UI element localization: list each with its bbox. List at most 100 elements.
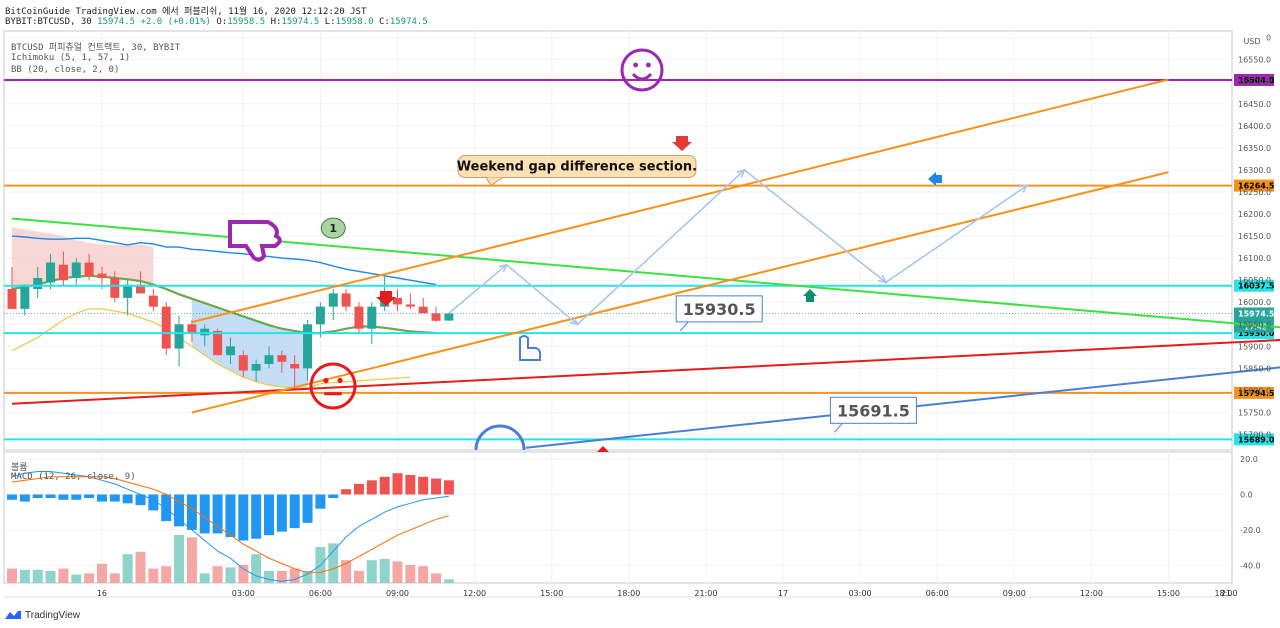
- gap-callout-box[interactable]: [457, 155, 697, 179]
- candle[interactable]: [225, 337, 235, 364]
- candle[interactable]: [20, 284, 30, 316]
- legend-bb[interactable]: BB (20, close, 2, 0): [11, 65, 120, 75]
- last-price-label: 15974.5: [1238, 309, 1275, 318]
- macd-histogram-bar: [328, 494, 339, 499]
- projection-path[interactable]: [448, 168, 1028, 326]
- price-callout-box[interactable]: [675, 295, 763, 323]
- volume-bar: [186, 537, 197, 583]
- projection-arrowhead: [498, 263, 509, 273]
- candle[interactable]: [200, 324, 210, 347]
- candle-body: [251, 363, 261, 371]
- level-price-label: 16037.5: [1238, 282, 1275, 291]
- candle[interactable]: [393, 289, 402, 312]
- badge-one-text: 1: [329, 222, 337, 235]
- level-price-label: 15689.0: [1238, 435, 1275, 444]
- candle[interactable]: [148, 289, 158, 312]
- last-price-tag: [1234, 307, 1274, 333]
- candle[interactable]: [341, 289, 351, 312]
- level-price-label: 15794.5: [1238, 389, 1275, 398]
- candle[interactable]: [187, 319, 197, 342]
- candle[interactable]: [84, 253, 94, 281]
- macd-y-tick-label: -40.0: [1240, 561, 1261, 570]
- candle[interactable]: [277, 350, 287, 373]
- candle[interactable]: [251, 359, 261, 382]
- volume-bar: [302, 570, 313, 583]
- macd-histogram-bar: [238, 494, 249, 541]
- neutral-face-icon[interactable]: [309, 362, 357, 410]
- trend-line[interactable]: [191, 78, 1169, 324]
- candle[interactable]: [315, 302, 325, 338]
- candle[interactable]: [58, 251, 68, 285]
- volume-bar: [96, 563, 107, 583]
- macd-histogram-bar: [71, 494, 82, 500]
- candle[interactable]: [431, 306, 441, 323]
- open-value: 15958.5: [227, 17, 266, 27]
- candle[interactable]: [328, 289, 338, 320]
- thumbs-down-icon[interactable]: [228, 220, 282, 262]
- hand-pointer-shape: [519, 335, 542, 361]
- smiley-icon[interactable]: [620, 48, 664, 92]
- candle[interactable]: [161, 302, 171, 356]
- candle-body: [444, 313, 454, 321]
- candle[interactable]: [303, 319, 313, 382]
- candle[interactable]: [33, 266, 43, 298]
- high-value: 15974.5: [281, 17, 320, 27]
- candle[interactable]: [46, 253, 56, 290]
- price-callout-box[interactable]: [829, 396, 917, 424]
- y-tick-label: 15800.0: [1238, 386, 1271, 395]
- gap-callout-text: Weekend gap difference section.: [457, 160, 697, 175]
- candle-body: [33, 277, 43, 290]
- tradingview-logo[interactable]: TradingView: [4, 609, 80, 621]
- volume-bar: [109, 573, 120, 583]
- candle[interactable]: [136, 271, 145, 294]
- candle[interactable]: [7, 266, 17, 309]
- y-tick-label: 16000.0: [1238, 298, 1271, 307]
- candle-body: [200, 328, 210, 336]
- trend-line[interactable]: [525, 357, 1280, 449]
- macd-histogram-bar: [302, 494, 313, 523]
- candle[interactable]: [354, 302, 364, 334]
- y-tick-label: 16350.0: [1238, 144, 1271, 153]
- badge-one[interactable]: [320, 217, 346, 239]
- red-down-arrow-icon: [376, 291, 396, 306]
- legend-ichimoku[interactable]: Ichimoku (5, 1, 57, 1): [11, 53, 131, 63]
- volume-bar: [19, 569, 30, 583]
- y-tick-label: 16300.0: [1238, 166, 1271, 175]
- x-tick-label: 21:00: [694, 589, 717, 598]
- candle[interactable]: [405, 293, 415, 309]
- trend-line[interactable]: [11, 335, 1280, 405]
- trend-line[interactable]: [191, 171, 1169, 414]
- candle[interactable]: [264, 346, 274, 369]
- bb-cloud-blue: [191, 298, 308, 389]
- candle[interactable]: [444, 313, 454, 321]
- candle[interactable]: [71, 258, 81, 285]
- volume-bar: [135, 551, 146, 583]
- x-tick-label: 18:00: [1214, 589, 1237, 598]
- last-price: 15974.5: [97, 17, 136, 27]
- smiley-icon-eye: [633, 62, 638, 68]
- x-tick-label: 12:00: [463, 589, 486, 598]
- legend-macd[interactable]: MACD (12, 26, close, 9): [11, 472, 136, 482]
- hand-pointer-icon[interactable]: [519, 335, 542, 361]
- candle[interactable]: [110, 271, 120, 303]
- macd-signal-line: [11, 476, 450, 573]
- legend-volume[interactable]: 볼륨: [11, 463, 28, 473]
- candle[interactable]: [174, 315, 184, 367]
- candle-body: [303, 324, 313, 369]
- candle[interactable]: [367, 302, 377, 345]
- candle-body: [174, 324, 184, 349]
- candle[interactable]: [290, 355, 300, 391]
- price-pane[interactable]: [3, 30, 1233, 451]
- volume-bar: [238, 564, 249, 583]
- red-up-arrow-icon: [597, 446, 609, 452]
- candle-body: [136, 284, 145, 294]
- volume-bar: [353, 570, 364, 583]
- candle[interactable]: [238, 350, 248, 378]
- smiley-icon-mouth: [631, 72, 653, 81]
- macd-histogram-bar: [186, 494, 197, 530]
- candle[interactable]: [418, 297, 428, 314]
- macd-histogram-bar: [276, 494, 287, 532]
- candle-body: [431, 313, 441, 321]
- macd-histogram-bar: [58, 494, 69, 500]
